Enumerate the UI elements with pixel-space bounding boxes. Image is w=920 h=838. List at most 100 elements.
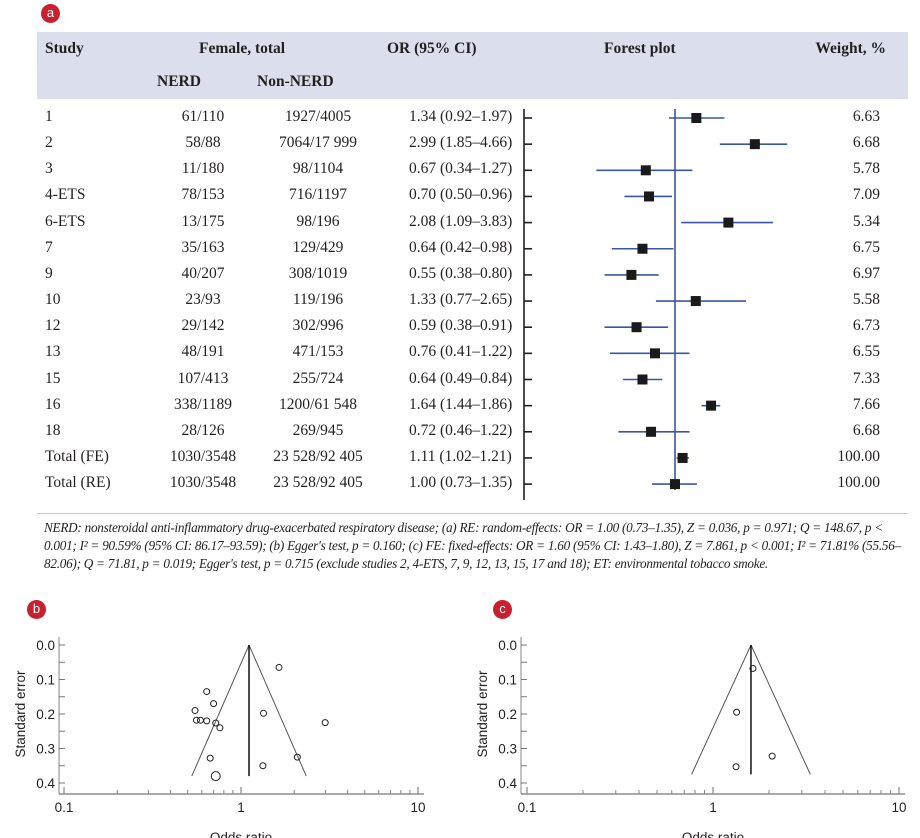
- study-cell: Total (RE): [45, 474, 111, 492]
- y-axis-label: Standard error: [13, 670, 28, 758]
- non-nerd-cell: 1200/61 548: [279, 395, 357, 413]
- table-row: 3 11/180 98/1104 0.67 (0.34–1.27) 5.78: [37, 160, 908, 182]
- weight-cell: 7.09: [852, 186, 880, 204]
- weight-cell: 6.63: [852, 108, 880, 125]
- table-row: 6-ETS 13/175 98/196 2.08 (1.09–3.83) 5.34: [37, 213, 908, 235]
- funnel-point: [749, 664, 757, 672]
- x-tick-label: 10: [410, 800, 425, 815]
- study-cell: 6-ETS: [45, 212, 86, 230]
- nerd-cell: 23/93: [185, 291, 221, 309]
- y-tick-label: 0.3: [36, 742, 55, 757]
- table-bottom-rule: [37, 513, 908, 514]
- header-forest-plot: Forest plot: [604, 40, 676, 57]
- or-ci-cell: 0.70 (0.50–0.96): [409, 186, 513, 204]
- or-ci-cell: 0.64 (0.42–0.98): [409, 238, 513, 256]
- funnel-point: [210, 771, 221, 782]
- funnel-point: [732, 763, 740, 771]
- table-row: Total (RE) 1030/3548 23 528/92 405 1.00 (0.…: [37, 474, 908, 496]
- weight-cell: 6.75: [852, 238, 880, 256]
- study-cell: 13: [45, 343, 61, 361]
- funnel-point: [203, 717, 211, 725]
- header-female-total: Female, total: [199, 40, 286, 57]
- table-row: 4-ETS 78/153 716/1197 0.70 (0.50–0.96) 7.09: [37, 186, 908, 208]
- non-nerd-cell: 255/724: [292, 369, 344, 387]
- study-cell: 1: [45, 108, 53, 125]
- nerd-cell: 58/88: [185, 134, 221, 152]
- non-nerd-cell: 302/996: [292, 317, 344, 335]
- y-tick-label: 0.4: [498, 776, 517, 791]
- nerd-cell: 78/153: [181, 186, 225, 204]
- weight-cell: 7.33: [852, 369, 880, 387]
- weight-cell: 7.66: [852, 395, 880, 413]
- or-ci-cell: 2.08 (1.09–3.83): [409, 212, 513, 230]
- study-cell: 3: [45, 160, 53, 178]
- non-nerd-cell: 23 528/92 405: [273, 447, 363, 465]
- or-ci-cell: 0.67 (0.34–1.27): [409, 160, 513, 178]
- funnel-point: [192, 716, 200, 724]
- nerd-cell: 29/142: [181, 317, 225, 335]
- y-tick-label: 0.2: [36, 707, 55, 722]
- weight-cell: 6.73: [852, 317, 880, 335]
- study-cell: 15: [45, 369, 61, 387]
- weight-cell: 6.97: [852, 264, 880, 282]
- y-tick-label: 0.2: [498, 707, 517, 722]
- or-ci-cell: 1.11 (1.02–1.21): [409, 447, 512, 465]
- or-ci-cell: 0.59 (0.38–0.91): [409, 317, 513, 335]
- nerd-cell: 13/175: [181, 212, 225, 230]
- table-row: 1 61/110 1927/4005 1.34 (0.92–1.97) 6.63: [37, 108, 908, 130]
- non-nerd-cell: 129/429: [292, 238, 344, 256]
- study-cell: 18: [45, 421, 61, 439]
- x-tick-label: 10: [891, 800, 906, 815]
- nerd-cell: 1030/3548: [169, 447, 237, 465]
- table-row: 7 35/163 129/429 0.64 (0.42–0.98) 6.75: [37, 239, 908, 261]
- header-nerd: NERD: [157, 73, 201, 90]
- funnel-point: [768, 752, 776, 760]
- weight-cell: 5.78: [852, 160, 880, 178]
- nerd-cell: 40/207: [181, 264, 225, 282]
- x-axis-label: Odds ratio: [210, 830, 272, 838]
- or-ci-cell: 0.76 (0.41–1.22): [409, 343, 513, 361]
- or-ci-cell: 2.99 (1.85–4.66): [409, 134, 513, 152]
- funnel-point: [206, 754, 214, 762]
- table-row: 16 338/1189 1200/61 548 1.64 (1.44–1.86) 7.6…: [37, 396, 908, 418]
- weight-cell: 100.00: [837, 447, 880, 465]
- funnel-point: [210, 700, 218, 708]
- non-nerd-cell: 471/153: [292, 343, 344, 361]
- x-axis-label: Odds ratio: [682, 830, 744, 838]
- y-tick-label: 0.0: [498, 638, 517, 653]
- y-tick-label: 0.4: [36, 776, 55, 791]
- funnel-point: [259, 709, 267, 717]
- table-row: 12 29/142 302/996 0.59 (0.38–0.91) 6.73: [37, 317, 908, 339]
- non-nerd-cell: 269/945: [292, 421, 344, 439]
- nerd-cell: 1030/3548: [169, 474, 237, 492]
- funnel-point: [212, 719, 220, 727]
- table-header: Study Female, total OR (95% CI) Forest p…: [37, 32, 908, 99]
- non-nerd-cell: 98/1104: [292, 160, 344, 178]
- nerd-cell: 107/413: [177, 369, 229, 387]
- nerd-cell: 35/163: [181, 238, 225, 256]
- x-tick-label: 0.1: [518, 800, 537, 815]
- nerd-cell: 338/1189: [174, 395, 232, 413]
- x-tick-label: 1: [237, 800, 245, 815]
- funnel-point: [191, 707, 199, 715]
- or-ci-cell: 0.72 (0.46–1.22): [409, 421, 513, 439]
- y-axis-label: Standard error: [475, 670, 490, 758]
- weight-cell: 6.68: [852, 421, 880, 439]
- or-ci-cell: 1.34 (0.92–1.97): [409, 108, 513, 125]
- non-nerd-cell: 716/1197: [289, 186, 347, 204]
- non-nerd-cell: 1927/4005: [284, 108, 352, 125]
- or-ci-cell: 1.33 (0.77–2.65): [409, 291, 513, 309]
- header-study: Study: [45, 40, 84, 57]
- funnel-point: [196, 716, 204, 724]
- nerd-cell: 61/110: [181, 108, 225, 125]
- table-row: 13 48/191 471/153 0.76 (0.41–1.22) 6.55: [37, 343, 908, 365]
- funnel-point: [203, 688, 211, 696]
- panel-a-badge: a: [41, 4, 60, 23]
- study-cell: 12: [45, 317, 61, 335]
- funnel-point: [275, 663, 283, 671]
- weight-cell: 5.34: [852, 212, 880, 230]
- y-tick-label: 0.0: [36, 638, 55, 653]
- y-tick-label: 0.3: [498, 742, 517, 757]
- non-nerd-cell: 98/196: [296, 212, 340, 230]
- funnel-point: [293, 753, 301, 761]
